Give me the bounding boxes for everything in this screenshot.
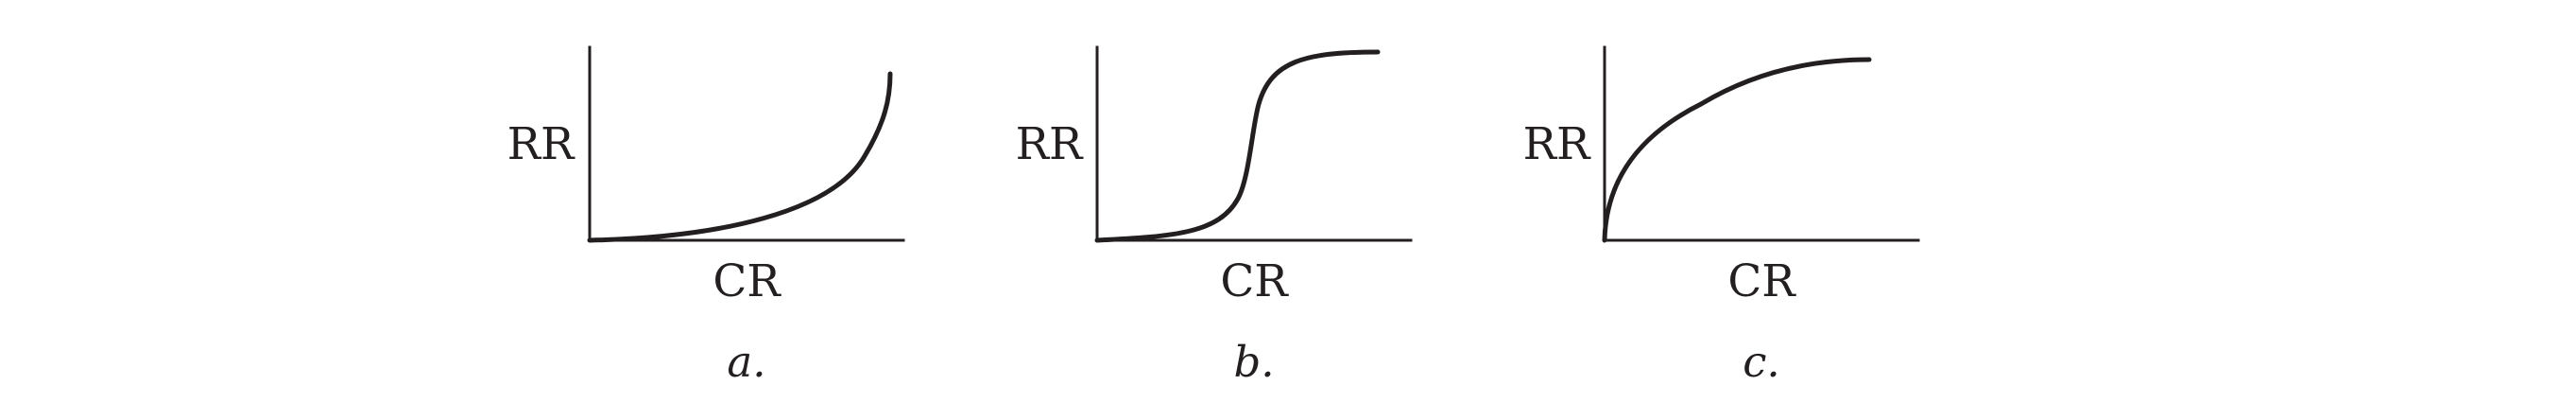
panel-a: RR CR a.	[507, 45, 905, 387]
panel-a-label: a.	[727, 337, 765, 387]
panel-c-xlabel: CR	[1727, 255, 1796, 307]
panel-b-curve	[1094, 49, 1381, 243]
panel-c-label: c.	[1743, 337, 1780, 387]
panel-b: RR CR b.	[1016, 45, 1413, 387]
panel-c-curve	[1602, 57, 1872, 243]
panel-b-axes	[1095, 45, 1413, 242]
panel-a-ylabel: RR	[507, 118, 575, 170]
panel-b-ylabel: RR	[1016, 118, 1084, 170]
panel-a-curve	[587, 71, 893, 243]
panel-b-xlabel: CR	[1220, 255, 1289, 307]
panel-c-ylabel: RR	[1523, 118, 1591, 170]
panel-a-axes	[588, 45, 905, 242]
panel-b-label: b.	[1233, 337, 1274, 387]
panel-a-xlabel: CR	[713, 255, 781, 307]
panel-c: RR CR c.	[1523, 45, 1920, 387]
